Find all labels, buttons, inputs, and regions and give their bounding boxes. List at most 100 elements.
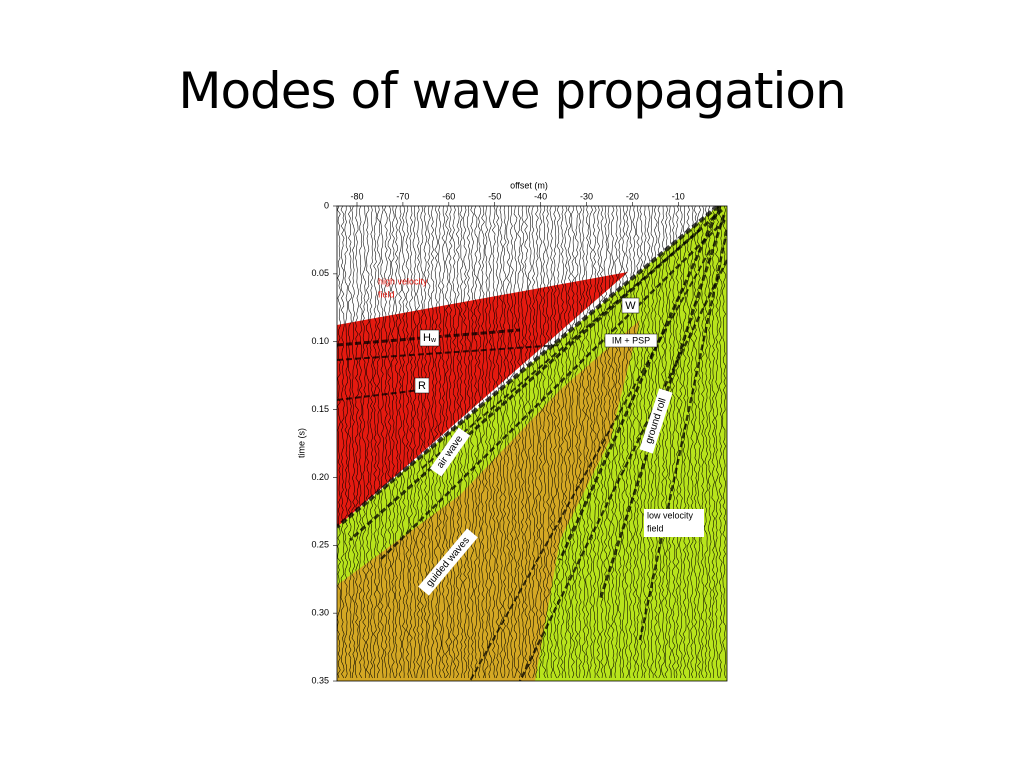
label-box [639,388,673,454]
x-tick-label: -40 [534,191,547,201]
trace [538,206,543,679]
trace [398,206,403,679]
annotation-text: H [423,332,431,344]
trace [574,206,579,679]
trace [535,206,539,679]
trace [481,206,485,679]
trace [484,206,489,679]
trace [391,206,395,679]
plot-frame [336,205,728,682]
trace [509,206,514,679]
trace [617,206,622,679]
trace [337,206,341,679]
trace [542,206,547,679]
trace [387,206,392,679]
label-box [604,333,658,348]
trace [499,206,503,679]
trace [571,206,575,679]
event-band [337,344,561,361]
label-box [644,509,704,537]
trace [477,206,482,679]
x-tick-label: -30 [580,191,593,201]
trace [531,206,536,679]
trace [466,206,471,679]
y-tick-label: 0.20 [311,472,329,482]
label-box [419,329,440,347]
trace [563,206,568,678]
trace [373,206,377,679]
y-tick-label: 0.05 [311,268,329,278]
trace [380,206,384,679]
x-tick-label: -50 [488,191,501,201]
axis-ticks: -80 -70 -60 -50 -40 -30 -20 -10 0 0.05 0.10 0.15 0.2… [311,191,684,685]
trace [340,206,345,679]
trace [715,206,719,679]
trace [628,206,633,679]
trace [491,206,496,679]
event-band [469,249,711,681]
annotation: field [647,523,664,533]
annotation: Hw [423,332,437,344]
y-tick-label: 0.15 [311,404,329,414]
trace [711,206,716,679]
trace [517,206,521,679]
x-tick-label: -70 [396,191,409,201]
trace [445,206,449,679]
trace [351,206,356,679]
seismic-events [337,206,727,681]
trace [707,206,712,679]
y-axis-label: time (s) [296,428,306,458]
event-band [337,389,421,401]
trace [686,206,691,679]
event-band [518,259,727,681]
trace [412,206,417,679]
trace [369,206,374,679]
trace [704,206,709,679]
trace [560,206,565,679]
trace [405,206,410,679]
trace [470,206,475,678]
trace [545,206,550,679]
x-tick-label: -80 [350,191,363,201]
trace [358,206,363,679]
trace [401,206,406,679]
trace [344,206,349,679]
event-band [558,206,722,561]
trace [488,206,493,679]
trace [614,206,619,679]
trace [549,206,554,679]
slide-title: Modes of wave propagation [178,62,846,120]
annotation: W [625,300,636,312]
annotation-subscript: w [430,337,437,344]
seismic-traces [337,206,727,679]
trace [675,206,680,679]
trace [419,206,424,679]
trace [639,206,644,679]
event-band [337,206,720,529]
label-box [621,297,640,314]
trace [664,206,669,679]
annotation: R [418,380,426,392]
trace [427,206,431,679]
y-tick-label: 0.10 [311,336,329,346]
x-tick-label: -10 [672,191,685,201]
trace [567,206,572,679]
annotation: high velocity [378,276,428,286]
label-box [429,427,471,477]
trace [394,206,399,679]
trace [592,206,597,679]
trace [434,206,439,679]
trace [589,206,593,679]
trace [506,206,510,679]
trace [610,206,615,679]
trace [578,206,583,679]
event-band [349,208,723,542]
trace [599,206,604,679]
y-tick-label: 0.25 [311,540,329,550]
trace [693,206,698,679]
y-tick-label: 0.35 [311,675,329,685]
trace [473,206,478,679]
plot-area [337,206,727,681]
trace [347,206,352,679]
